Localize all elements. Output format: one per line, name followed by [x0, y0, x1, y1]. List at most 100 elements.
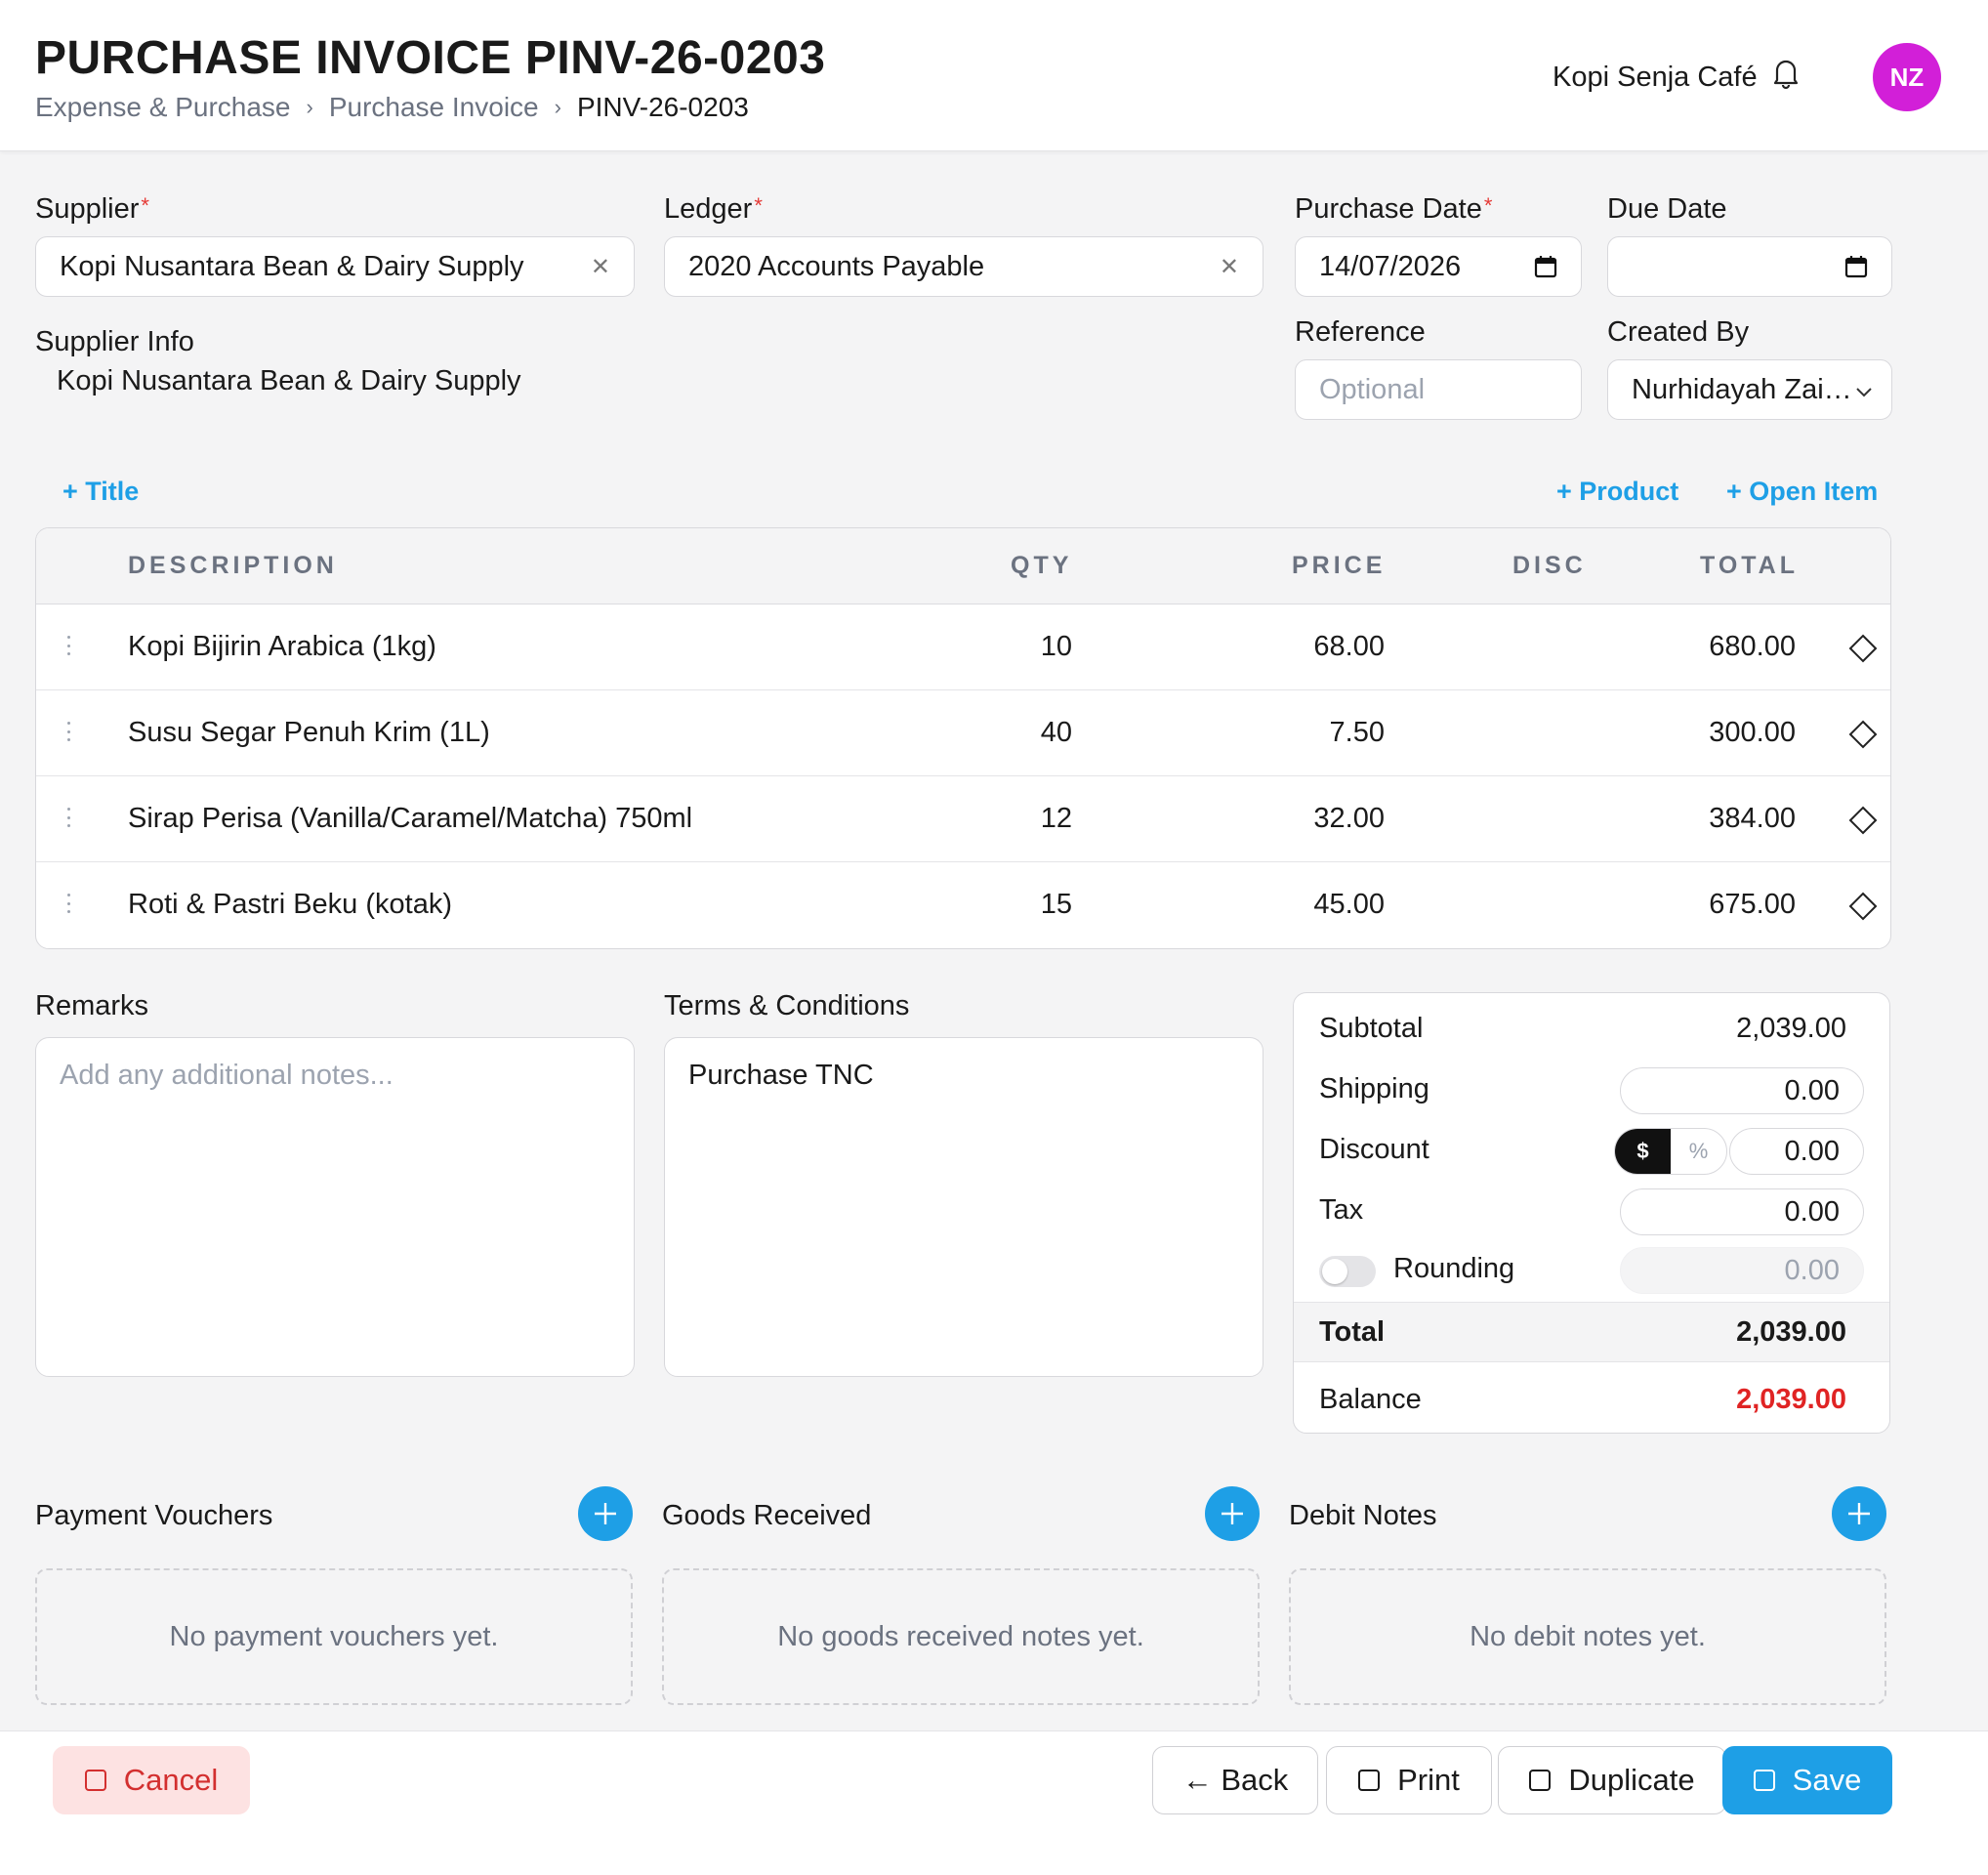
debit-notes-title: Debit Notes [1289, 1500, 1437, 1531]
drag-handle-icon[interactable] [67, 722, 75, 741]
subtotal-label: Subtotal [1319, 1013, 1424, 1044]
created-by-select[interactable]: Nurhidayah Zai… [1607, 359, 1892, 420]
company-name: Kopi Senja Café [1553, 61, 1758, 93]
cancel-button[interactable]: Cancel [53, 1746, 250, 1814]
breadcrumb: Expense & Purchase › Purchase Invoice › … [35, 92, 749, 123]
item-qty: 40 [1040, 717, 1072, 748]
row-options-icon[interactable] [1848, 634, 1878, 668]
purchase-date-input[interactable]: 14/07/2026 [1295, 236, 1582, 297]
column-qty: QTY [1011, 552, 1073, 579]
item-total: 300.00 [1709, 717, 1796, 748]
item-qty: 15 [1040, 889, 1072, 920]
table-row[interactable]: Sirap Perisa (Vanilla/Caramel/Matcha) 75… [36, 776, 1890, 862]
supplier-label: Supplier* [35, 193, 149, 225]
drag-handle-icon[interactable] [67, 894, 75, 913]
item-description: Sirap Perisa (Vanilla/Caramel/Matcha) 75… [128, 803, 693, 834]
discount-dollar-button[interactable]: $ [1615, 1129, 1671, 1174]
table-row[interactable]: Roti & Pastri Beku (kotak) 15 45.00 675.… [36, 862, 1890, 948]
row-options-icon[interactable] [1848, 806, 1878, 840]
terms-label: Terms & Conditions [664, 990, 910, 1021]
ledger-select[interactable]: 2020 Accounts Payable ✕ [664, 236, 1263, 297]
add-open-item-button[interactable]: + Open Item [1726, 477, 1879, 506]
breadcrumb-expense-purchase[interactable]: Expense & Purchase [35, 92, 291, 122]
column-price: PRICE [1292, 552, 1387, 579]
breadcrumb-separator-icon: › [554, 95, 561, 119]
cancel-icon [84, 1770, 106, 1791]
duplicate-button[interactable]: Duplicate [1498, 1746, 1726, 1814]
debit-notes-empty: No debit notes yet. [1289, 1568, 1886, 1705]
reference-label: Reference [1295, 316, 1426, 348]
clear-supplier-icon[interactable]: ✕ [590, 253, 610, 280]
payment-vouchers-empty: No payment vouchers yet. [35, 1568, 633, 1705]
table-header: DESCRIPTION QTY PRICE DISC TOTAL [36, 528, 1890, 604]
terms-textarea[interactable]: Purchase TNC [664, 1037, 1263, 1377]
row-options-icon[interactable] [1848, 892, 1878, 926]
goods-received-title: Goods Received [662, 1500, 872, 1531]
breadcrumb-current: PINV-26-0203 [576, 92, 749, 122]
back-button[interactable]: ← Back [1152, 1746, 1318, 1814]
save-label: Save [1792, 1763, 1862, 1797]
rounding-toggle[interactable] [1319, 1256, 1376, 1287]
table-row[interactable]: Susu Segar Penuh Krim (1L) 40 7.50 300.0… [36, 690, 1890, 776]
cancel-label: Cancel [123, 1763, 219, 1797]
plus-icon [1848, 1503, 1870, 1524]
add-debit-note-button[interactable] [1832, 1486, 1886, 1541]
item-qty: 12 [1040, 803, 1072, 834]
tax-input[interactable]: 0.00 [1620, 1188, 1864, 1235]
item-price: 7.50 [1329, 717, 1385, 748]
purchase-date-value: 14/07/2026 [1319, 250, 1462, 282]
print-label: Print [1397, 1763, 1460, 1797]
column-description: DESCRIPTION [128, 552, 338, 579]
add-goods-received-button[interactable] [1205, 1486, 1260, 1541]
shipping-input[interactable]: 0.00 [1620, 1067, 1864, 1114]
plus-icon [595, 1503, 616, 1524]
row-options-icon[interactable] [1848, 720, 1878, 754]
ledger-label: Ledger* [664, 193, 763, 225]
avatar[interactable]: NZ [1873, 43, 1941, 111]
reference-placeholder: Optional [1319, 373, 1426, 405]
print-icon [1358, 1770, 1381, 1791]
table-row[interactable]: Kopi Bijirin Arabica (1kg) 10 68.00 680.… [36, 604, 1890, 690]
remarks-textarea[interactable]: Add any additional notes... [35, 1037, 635, 1377]
item-description: Roti & Pastri Beku (kotak) [128, 889, 452, 920]
save-button[interactable]: Save [1722, 1746, 1892, 1814]
print-button[interactable]: Print [1326, 1746, 1492, 1814]
add-payment-voucher-button[interactable] [578, 1486, 633, 1541]
calendar-icon[interactable] [1534, 255, 1557, 278]
page-header: PURCHASE INVOICE PINV-26-0203 Expense & … [0, 0, 1988, 151]
add-title-button[interactable]: + Title [62, 477, 140, 506]
item-qty: 10 [1040, 631, 1072, 662]
breadcrumb-purchase-invoice[interactable]: Purchase Invoice [328, 92, 539, 122]
bell-icon[interactable] [1771, 57, 1801, 98]
due-date-input[interactable] [1607, 236, 1892, 297]
drag-handle-icon[interactable] [67, 808, 75, 827]
discount-input[interactable]: 0.00 [1729, 1128, 1864, 1175]
clear-ledger-icon[interactable]: ✕ [1219, 253, 1239, 280]
supplier-info-value: Kopi Nusantara Bean & Dairy Supply [57, 365, 521, 396]
balance-value: 2,039.00 [1736, 1384, 1846, 1415]
rounding-input: 0.00 [1620, 1247, 1864, 1294]
goods-received-empty: No goods received notes yet. [662, 1568, 1260, 1705]
item-total: 680.00 [1709, 631, 1796, 662]
subtotal-value: 2,039.00 [1736, 1013, 1846, 1044]
company-switcher[interactable]: Kopi Senja Café [1553, 57, 1801, 98]
items-table: DESCRIPTION QTY PRICE DISC TOTAL Kopi Bi… [35, 527, 1891, 949]
reference-input[interactable]: Optional [1295, 359, 1582, 420]
supplier-select[interactable]: Kopi Nusantara Bean & Dairy Supply ✕ [35, 236, 635, 297]
created-by-label: Created By [1607, 316, 1750, 348]
item-price: 68.00 [1313, 631, 1385, 662]
item-total: 675.00 [1709, 889, 1796, 920]
item-price: 32.00 [1313, 803, 1385, 834]
drag-handle-icon[interactable] [67, 636, 75, 655]
item-total: 384.00 [1709, 803, 1796, 834]
duplicate-icon [1529, 1770, 1552, 1791]
total-label: Total [1319, 1316, 1386, 1348]
add-product-button[interactable]: + Product [1556, 477, 1679, 506]
breadcrumb-separator-icon: › [306, 95, 313, 119]
total-row: Total 2,039.00 [1294, 1302, 1889, 1362]
back-label: ← Back [1181, 1763, 1289, 1797]
tax-label: Tax [1319, 1194, 1364, 1226]
discount-percent-button[interactable]: % [1688, 1139, 1709, 1163]
discount-mode-toggle: $ % [1614, 1128, 1727, 1175]
calendar-icon[interactable] [1844, 255, 1868, 278]
